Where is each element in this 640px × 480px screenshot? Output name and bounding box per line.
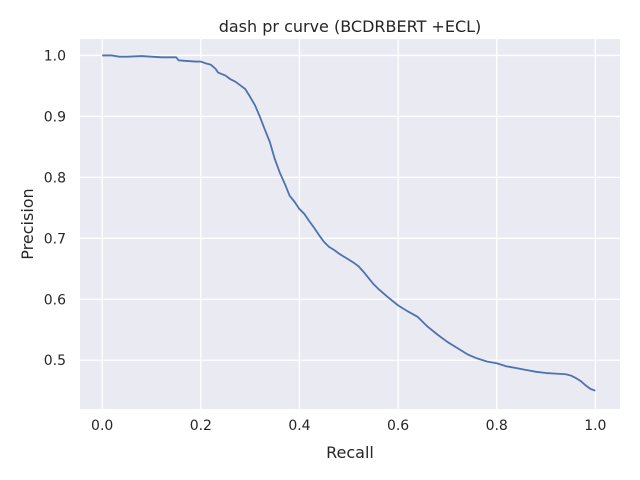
plot-background: [80, 39, 620, 409]
x-tick-label: 0.4: [288, 418, 310, 434]
y-tick-label: 0.9: [44, 109, 66, 125]
x-tick-label: 0.0: [91, 418, 113, 434]
x-axis-label: Recall: [326, 443, 374, 462]
y-tick-label: 0.7: [44, 231, 66, 247]
grid-lines: [80, 39, 620, 409]
pr-curve-line: [102, 54, 596, 392]
x-tick-label: 0.8: [486, 418, 508, 434]
x-tick-label: 0.2: [190, 418, 212, 434]
x-axis-ticks: 0.0 0.2 0.4 0.6 0.8 1.0: [91, 418, 606, 434]
y-tick-label: 1.0: [44, 48, 66, 64]
x-tick-label: 1.0: [584, 418, 606, 434]
y-tick-label: 0.6: [44, 292, 66, 308]
y-tick-label: 0.8: [44, 170, 66, 186]
chart-title: dash pr curve (BCDRBERT +ECL): [219, 17, 482, 36]
series-group: [102, 54, 596, 392]
y-tick-label: 0.5: [44, 353, 66, 369]
y-axis-ticks: 0.5 0.6 0.7 0.8 0.9 1.0: [44, 48, 66, 369]
x-tick-label: 0.6: [387, 418, 409, 434]
y-axis-label: Precision: [18, 188, 37, 259]
